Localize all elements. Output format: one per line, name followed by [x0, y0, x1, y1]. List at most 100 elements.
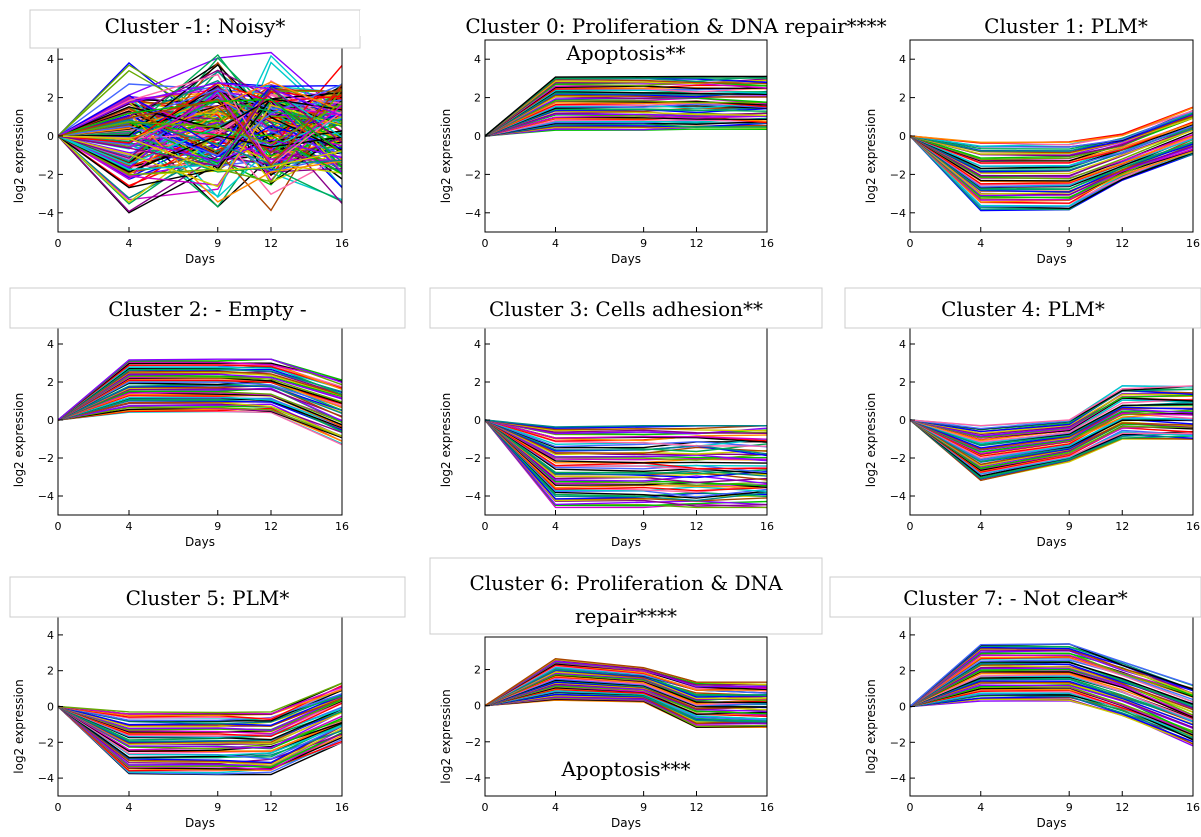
cluster-title-4: Cluster 3: Cells adhesion** [429, 287, 823, 329]
y-tick-label: −4 [465, 207, 481, 220]
series-line [909, 680, 1194, 726]
x-tick-label: 0 [55, 520, 62, 533]
y-tick-label: 2 [474, 376, 481, 389]
series-line [57, 135, 343, 172]
series-line [909, 683, 1194, 734]
y-tick-label: 2 [899, 376, 906, 389]
y-tick-label: 2 [47, 376, 54, 389]
x-tick-label: 16 [1186, 237, 1200, 250]
x-tick-label: 12 [690, 801, 704, 814]
y-tick-label: 2 [474, 92, 481, 105]
y-tick-label: 4 [899, 53, 906, 66]
series-line [909, 692, 1194, 737]
x-tick-label: 0 [482, 237, 489, 250]
y-axis-title: log2 expression [12, 679, 26, 773]
cluster-title-8: Cluster 7: - Not clear* [829, 576, 1201, 618]
y-tick-label: 4 [47, 629, 54, 642]
series-line [484, 75, 767, 137]
series-line [909, 385, 1194, 427]
series-line [57, 73, 343, 167]
series-line [57, 87, 343, 167]
series-line [57, 689, 343, 717]
series-line [484, 419, 768, 434]
y-tick-label: −4 [465, 772, 481, 785]
x-axis-title: Days [1037, 535, 1067, 549]
x-axis-title: Days [611, 535, 641, 549]
x-tick-label: 12 [690, 237, 704, 250]
title-box [829, 576, 1201, 618]
series-line [909, 693, 1194, 738]
series-line [484, 690, 768, 720]
cluster-title-7: Cluster 6: Proliferation & DNA repair****… [429, 557, 823, 781]
y-tick-label: −2 [890, 452, 906, 465]
cluster-chart-5: 0 4 9 12 16 4 2 0 −2 −4 Days log2 expression [864, 324, 1200, 549]
x-tick-label: 12 [1115, 520, 1129, 533]
y-axis-title: log2 expression [12, 393, 26, 487]
series-line [57, 83, 343, 157]
series-line [484, 419, 768, 435]
cluster-chart-0: 0 4 9 12 16 4 2 0 −2 −4 Days log2 expression [12, 39, 349, 266]
y-tick-label: 0 [899, 701, 906, 714]
chart-title: Cluster 5: PLM* [126, 586, 290, 610]
series-line [57, 88, 343, 183]
x-tick-label: 9 [214, 801, 221, 814]
series-line [484, 419, 768, 456]
y-tick-label: 0 [47, 414, 54, 427]
x-tick-label: 12 [264, 520, 278, 533]
y-tick-label: −4 [465, 490, 481, 503]
y-tick-label: −4 [890, 772, 906, 785]
x-tick-label: 9 [640, 801, 647, 814]
chart-title: Cluster -1: Noisy* [105, 14, 286, 38]
x-tick-label: 0 [482, 801, 489, 814]
series-line [484, 678, 768, 707]
chart-subtitle: Apoptosis** [565, 41, 685, 65]
x-axis-title: Days [611, 816, 641, 830]
cluster-chart-3: 0 4 9 12 16 4 2 0 −2 −4 Days log2 expression [12, 324, 349, 549]
x-tick-label: 0 [55, 237, 62, 250]
x-tick-label: 9 [640, 520, 647, 533]
x-axis-title: Days [611, 252, 641, 266]
x-tick-label: 12 [1115, 801, 1129, 814]
series-lines [57, 51, 343, 214]
y-tick-label: 4 [474, 338, 481, 351]
y-tick-label: 0 [474, 700, 481, 713]
cluster-title-1: Cluster 0: Proliferation & DNA repair***… [360, 10, 950, 65]
y-tick-label: 0 [474, 130, 481, 143]
x-tick-label: 9 [640, 237, 647, 250]
y-tick-label: −4 [38, 207, 54, 220]
x-tick-label: 16 [335, 801, 349, 814]
y-tick-label: 2 [47, 92, 54, 105]
series-lines [57, 682, 343, 776]
cluster-title-0: Cluster -1: Noisy* [29, 9, 361, 49]
y-tick-label: 4 [474, 53, 481, 66]
y-axis-title: log2 expression [864, 393, 878, 487]
title-box [429, 287, 823, 329]
series-lines [57, 358, 343, 446]
y-tick-label: −2 [38, 168, 54, 181]
x-tick-label: 16 [335, 520, 349, 533]
series-line [57, 705, 343, 759]
series-line [57, 705, 343, 749]
cluster-title-6: Cluster 5: PLM* [9, 576, 406, 618]
cluster-chart-8: 0 4 9 12 16 4 2 0 −2 −4 Days log2 expression [864, 616, 1200, 830]
series-line [909, 678, 1194, 721]
series-line [484, 419, 768, 462]
title-backdrop [940, 10, 1201, 36]
series-line [909, 121, 1194, 164]
y-tick-label: −2 [38, 452, 54, 465]
x-tick-label: 4 [552, 237, 559, 250]
series-line [57, 98, 343, 137]
x-tick-label: 16 [335, 237, 349, 250]
series-lines [484, 419, 768, 509]
series-line [909, 398, 1194, 443]
y-tick-label: −4 [38, 490, 54, 503]
x-tick-label: 12 [690, 520, 704, 533]
y-tick-label: 4 [47, 53, 54, 66]
series-line [484, 419, 768, 431]
series-line [57, 697, 343, 728]
series-lines [909, 643, 1194, 747]
x-tick-label: 4 [977, 801, 984, 814]
series-lines [909, 385, 1194, 482]
